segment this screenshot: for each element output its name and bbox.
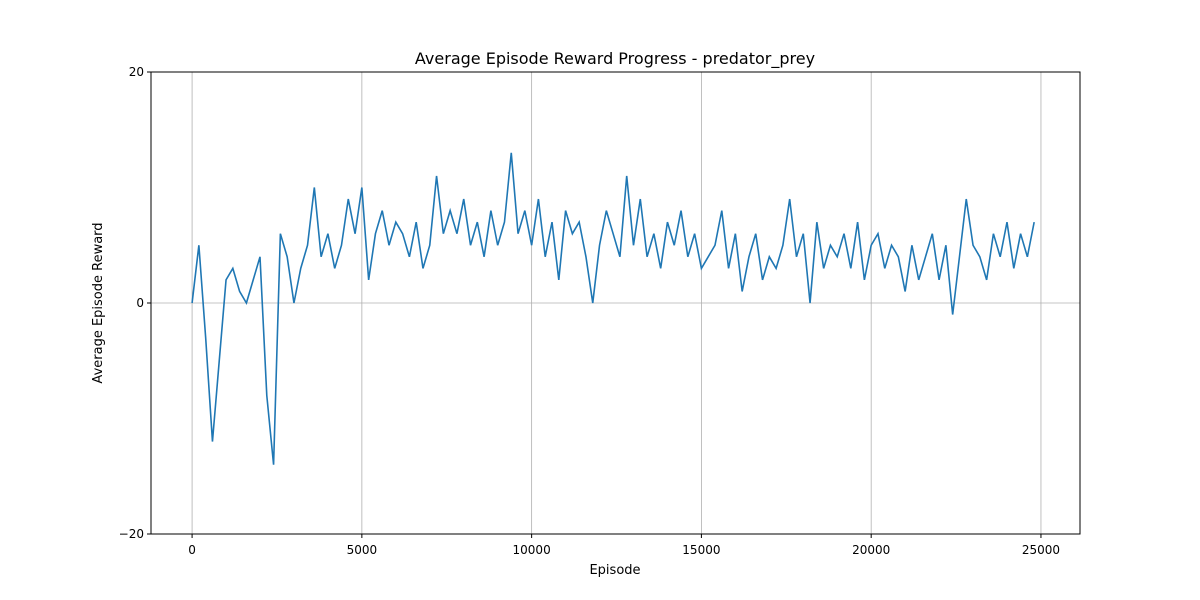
x-tick-label: 20000 xyxy=(852,543,890,557)
x-tick-label: 5000 xyxy=(347,543,378,557)
data-line xyxy=(191,152,1035,465)
y-tick-label: −20 xyxy=(119,527,144,541)
y-tick-label: 0 xyxy=(136,296,144,310)
x-axis-label: Episode xyxy=(589,563,640,578)
grid xyxy=(151,71,1080,535)
x-tick-label: 10000 xyxy=(513,543,551,557)
chart-title: Average Episode Reward Progress - predat… xyxy=(415,49,815,69)
x-tick-label: 15000 xyxy=(682,543,720,557)
x-tick-label: 25000 xyxy=(1022,543,1060,557)
x-tick-label: 0 xyxy=(188,543,196,557)
y-axis-label: Average Episode Reward xyxy=(91,222,106,383)
plot xyxy=(191,152,1035,465)
y-tick-label: 20 xyxy=(129,65,144,79)
